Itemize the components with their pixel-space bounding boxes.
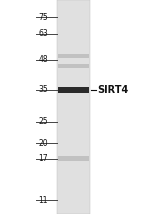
Text: 20: 20 <box>38 139 48 148</box>
Text: 17: 17 <box>38 154 48 163</box>
Text: 63: 63 <box>38 30 48 39</box>
Text: 75: 75 <box>38 13 48 22</box>
Bar <box>57 0 90 214</box>
Bar <box>58 156 89 161</box>
Text: 25: 25 <box>38 117 48 126</box>
Bar <box>58 64 89 68</box>
Bar <box>58 87 89 93</box>
Text: 35: 35 <box>38 85 48 94</box>
Bar <box>58 54 89 58</box>
Text: 48: 48 <box>38 55 48 64</box>
Text: SIRT4: SIRT4 <box>98 85 129 95</box>
Text: 11: 11 <box>39 196 48 205</box>
